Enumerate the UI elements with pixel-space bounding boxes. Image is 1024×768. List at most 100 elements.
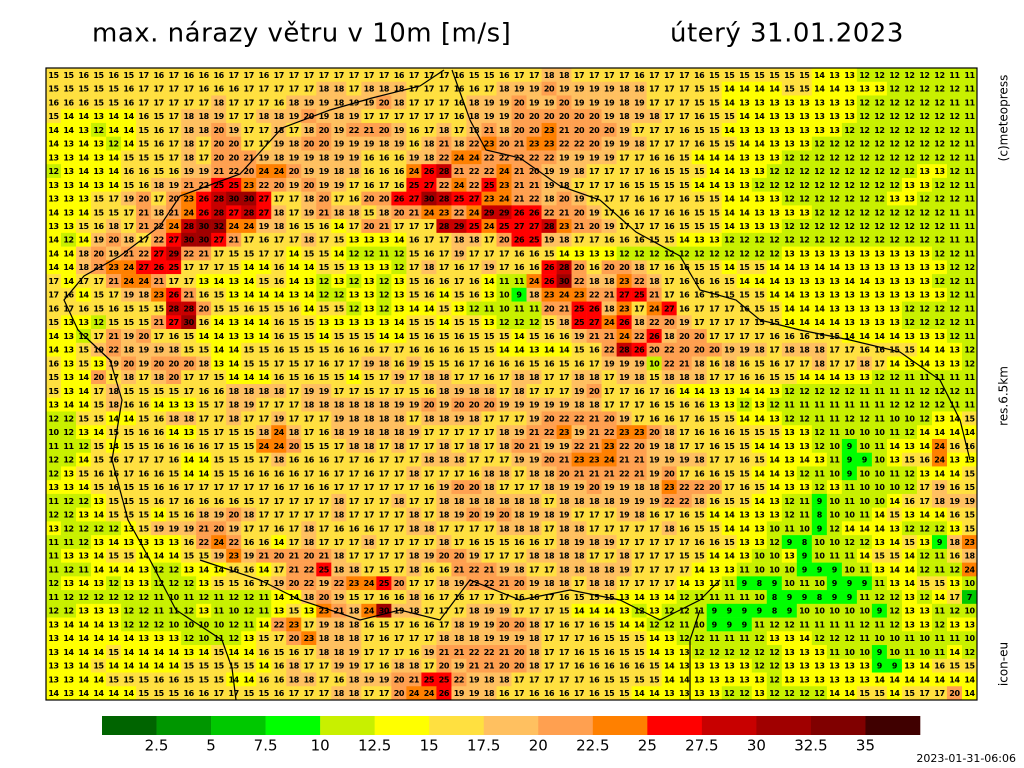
cell-value: 10 — [829, 469, 840, 478]
cell-value: 18 — [424, 524, 435, 533]
cell-value: 12 — [349, 304, 359, 313]
cell — [361, 68, 377, 83]
cell — [736, 95, 753, 110]
cell-value: 18 — [364, 442, 375, 451]
cell-value: 15 — [168, 511, 179, 520]
cell-value: 12 — [394, 249, 404, 258]
cell-value: 13 — [724, 387, 734, 396]
cell — [76, 177, 92, 192]
cell-value: 16 — [394, 359, 405, 368]
cell-value: 12 — [919, 222, 929, 231]
cell-value: 16 — [634, 195, 645, 204]
cell-value: 14 — [48, 332, 59, 341]
cell-value: 18 — [123, 373, 134, 382]
cell-value: 12 — [859, 414, 869, 423]
cell-value: 17 — [183, 98, 193, 107]
cell-value: 19 — [529, 98, 540, 107]
cell — [106, 136, 122, 151]
cell-value: 15 — [724, 112, 735, 121]
cell-value: 21 — [559, 304, 570, 313]
cell-value: 11 — [964, 98, 975, 107]
cell — [541, 109, 557, 124]
cell-value: 22 — [574, 277, 584, 286]
cell-value: 12 — [889, 401, 899, 410]
cell-value: 14 — [949, 428, 960, 437]
cell-value: 23 — [529, 140, 539, 149]
cell-value: 26 — [619, 318, 630, 327]
cell-value: 20 — [544, 304, 555, 313]
cell — [406, 95, 422, 110]
cell-value: 13 — [364, 277, 374, 286]
cell-value: 22 — [544, 153, 554, 162]
cell-value: 12 — [784, 236, 794, 245]
cell-value: 29 — [484, 208, 495, 217]
cell-value: 18 — [198, 112, 209, 121]
cell-value: 15 — [739, 497, 750, 506]
cell — [376, 81, 392, 96]
cell-value: 12 — [784, 195, 794, 204]
cell-value: 17 — [454, 538, 464, 547]
cell-value: 13 — [859, 318, 869, 327]
cell-value: 12 — [634, 249, 644, 258]
cell-value: 22 — [469, 181, 479, 190]
cell-value: 17 — [409, 263, 419, 272]
cell-value: 15 — [93, 483, 104, 492]
cell-value: 17 — [364, 511, 374, 520]
cell-value: 16 — [514, 263, 525, 272]
cell-value: 30 — [183, 236, 194, 245]
cell-value: 17 — [289, 195, 299, 204]
cell — [586, 68, 602, 83]
cell — [946, 164, 963, 179]
cell-value: 26 — [394, 195, 405, 204]
cell-value: 18 — [484, 483, 495, 492]
cell — [331, 150, 347, 165]
cell-value: 17 — [619, 71, 629, 80]
cell-value: 14 — [123, 112, 134, 121]
cell-value: 25 — [484, 181, 495, 190]
cell-value: 15 — [229, 469, 240, 478]
cell-value: 14 — [754, 85, 765, 94]
cell — [346, 150, 362, 165]
cell-value: 24 — [619, 332, 630, 341]
cell-value: 15 — [123, 304, 134, 313]
cell — [61, 150, 77, 165]
cell-value: 13 — [874, 249, 884, 258]
cell — [871, 81, 888, 96]
cell-value: 19 — [514, 85, 525, 94]
cell — [736, 109, 753, 124]
cell-value: 11 — [964, 318, 975, 327]
cell-value: 14 — [409, 304, 420, 313]
cell-value: 20 — [454, 483, 465, 492]
cell-value: 17 — [439, 236, 449, 245]
cell — [601, 95, 617, 110]
cell-value: 17 — [334, 359, 344, 368]
cell-value: 17 — [439, 469, 449, 478]
cell — [871, 109, 888, 124]
cell — [226, 81, 242, 96]
cell-value: 17 — [484, 524, 494, 533]
cell — [211, 150, 227, 165]
cell-value: 21 — [604, 469, 615, 478]
cell-value: 16 — [694, 428, 705, 437]
cell-value: 20 — [319, 195, 330, 204]
cell — [286, 136, 302, 151]
cell-value: 15 — [289, 359, 300, 368]
cell-value: 12 — [949, 140, 959, 149]
cell-value: 12 — [859, 181, 869, 190]
cell — [166, 177, 182, 192]
cell — [256, 122, 272, 137]
cell-value: 13 — [919, 167, 929, 176]
cell-value: 15 — [709, 112, 720, 121]
cell-value: 17 — [544, 373, 554, 382]
cell-value: 16 — [274, 98, 285, 107]
cell — [316, 150, 332, 165]
cell-value: 13 — [769, 126, 779, 135]
cell-value: 17 — [424, 511, 434, 520]
cell-value: 18 — [153, 373, 164, 382]
cell-value: 17 — [349, 222, 359, 231]
cell-value: 11 — [874, 401, 885, 410]
cell-value: 15 — [574, 346, 585, 355]
cell-value: 14 — [93, 511, 104, 520]
cell-value: 11 — [964, 401, 975, 410]
cell-value: 13 — [754, 167, 764, 176]
